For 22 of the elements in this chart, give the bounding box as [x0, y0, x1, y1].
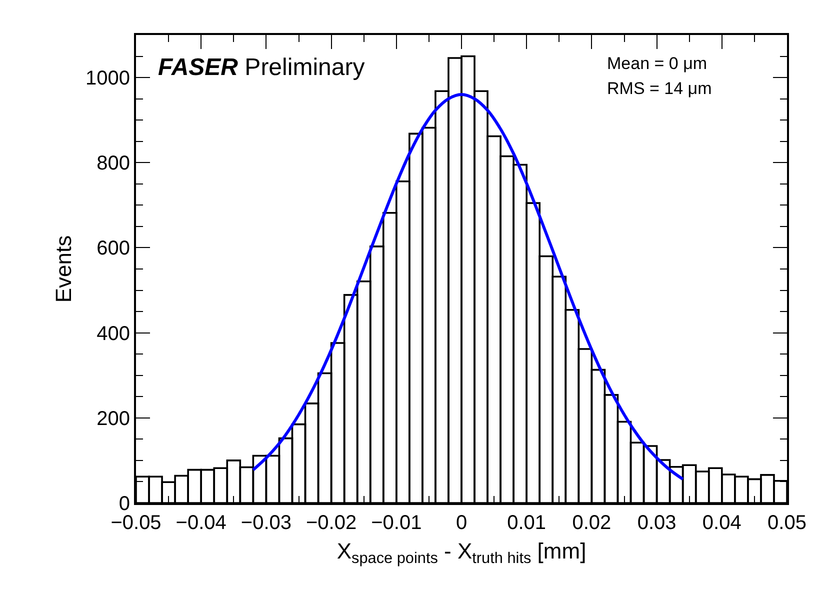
x-tick-label: 0.03 — [637, 512, 676, 534]
annotation: Mean = 0 μm — [607, 54, 708, 73]
x-tick-label: 0.02 — [572, 512, 612, 534]
y-axis-title: Events — [50, 235, 76, 303]
x-tick-label: −0.01 — [371, 512, 422, 534]
y-tick-label: 1000 — [86, 68, 130, 90]
y-tick-label: 800 — [96, 152, 130, 175]
x-tick-label: 0.05 — [768, 512, 806, 534]
annotation: FASER Preliminary — [158, 54, 365, 81]
x-tick-label: 0.01 — [507, 512, 546, 534]
x-axis-title: X$_{space points}$ - X$_{truth hits}$ [mm] — [336, 538, 586, 568]
annotation: RMS = 14 μm — [607, 79, 712, 98]
y-tick-label: 0 — [118, 493, 130, 515]
x-tick-label: −0.02 — [306, 512, 357, 534]
x-tick-label: 0 — [456, 512, 468, 534]
x-tick-label: −0.03 — [240, 512, 292, 534]
y-tick-label: 600 — [96, 238, 130, 260]
x-tick-label: −0.04 — [176, 512, 226, 534]
y-tick-label: 400 — [96, 322, 130, 345]
x-tick-label: 0.04 — [702, 512, 742, 534]
y-tick-label: 200 — [96, 408, 130, 430]
x-tick-label: −0.05 — [110, 512, 162, 534]
